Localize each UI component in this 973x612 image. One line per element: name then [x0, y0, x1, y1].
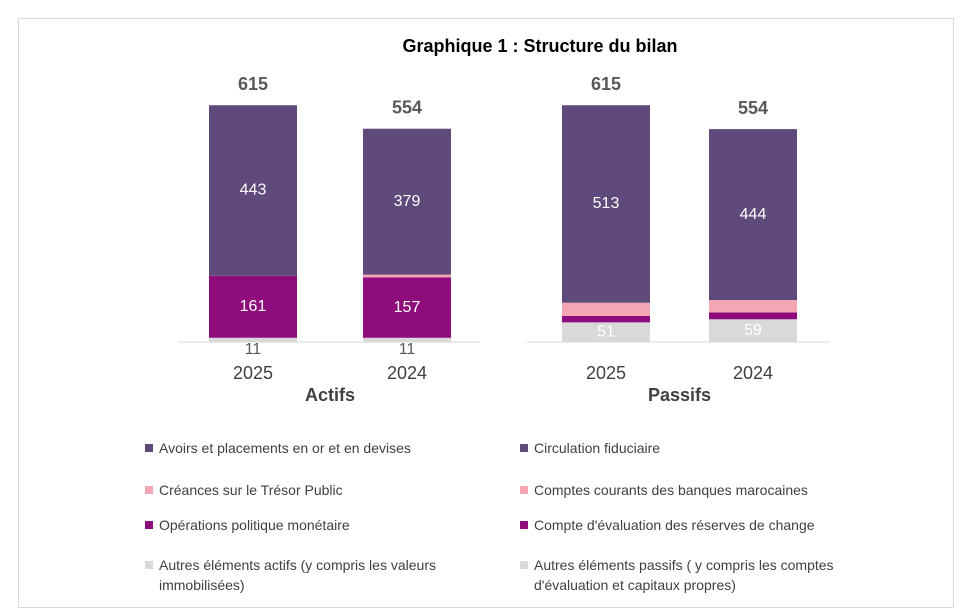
legend-item: Circulation fiduciaire [520, 438, 850, 458]
legend-item: Avoirs et placements en or et en devises [145, 438, 475, 458]
x-axis-label: Actifs [305, 385, 355, 405]
bar-segment [709, 129, 797, 301]
data-label: 157 [394, 299, 421, 316]
data-label: 51 [597, 323, 615, 340]
bar-segment [363, 337, 451, 342]
x-tick-label: 2025 [586, 363, 626, 383]
legend-label: Autres éléments actifs (y compris les va… [159, 557, 436, 593]
x-axis-label: Passifs [648, 385, 711, 405]
legend-swatch [520, 561, 528, 569]
bar-segment [562, 322, 650, 342]
x-tick-label: 2024 [733, 363, 773, 383]
legend-swatch [145, 561, 153, 569]
legend-item: Compte d'évaluation des réserves de chan… [520, 515, 850, 535]
legend-swatch [520, 521, 528, 529]
bar-segment [709, 300, 797, 313]
bar-segment [209, 275, 297, 338]
legend-label: Opérations politique monétaire [159, 517, 350, 533]
total-label: 615 [238, 74, 268, 94]
legend-swatch [145, 521, 153, 529]
legend-swatch [520, 444, 528, 452]
bar-segment [209, 337, 297, 342]
bar-segment [562, 315, 650, 323]
legend-label: Autres éléments passifs ( y compris les … [534, 557, 834, 593]
chart-frame [18, 18, 954, 608]
legend-item: Comptes courants des banques marocaines [520, 480, 850, 500]
data-label: 161 [240, 298, 267, 315]
total-label: 554 [392, 97, 422, 117]
legend-swatch [520, 486, 528, 494]
total-label: 554 [738, 98, 768, 118]
legend-item: Opérations politique monétaire [145, 515, 475, 535]
legend-swatch [145, 486, 153, 494]
legend-label: Créances sur le Trésor Public [159, 482, 343, 498]
bar-segment [562, 302, 650, 316]
legend-item: Créances sur le Trésor Public [145, 480, 475, 500]
bar-segment [709, 319, 797, 342]
total-label: 615 [591, 74, 621, 94]
legend-label: Compte d'évaluation des réserves de chan… [534, 517, 815, 533]
bar-segment [209, 105, 297, 276]
legend-item: Autres éléments passifs ( y compris les … [520, 555, 850, 595]
legend-item: Autres éléments actifs (y compris les va… [145, 555, 475, 595]
legend-label: Circulation fiduciaire [534, 440, 661, 456]
x-tick-label: 2025 [233, 363, 273, 383]
x-tick-label: 2024 [387, 363, 427, 383]
data-label: 443 [240, 182, 267, 199]
bar-segment [363, 274, 451, 278]
bar-segment [562, 105, 650, 303]
data-label: 379 [394, 193, 421, 210]
bar-segment [363, 277, 451, 338]
legend-label: Avoirs et placements en or et en devises [159, 440, 411, 456]
chart-title: Graphique 1 : Structure du bilan [402, 36, 677, 56]
legend-label: Comptes courants des banques marocaines [534, 482, 808, 498]
data-label: 59 [744, 322, 762, 339]
data-label: 444 [740, 206, 767, 223]
legend-swatch [145, 444, 153, 452]
data-label: 513 [593, 195, 620, 212]
bar-segment [709, 312, 797, 320]
data-label: 11 [245, 341, 262, 358]
data-label: 11 [399, 341, 416, 358]
bar-segment [363, 128, 451, 275]
